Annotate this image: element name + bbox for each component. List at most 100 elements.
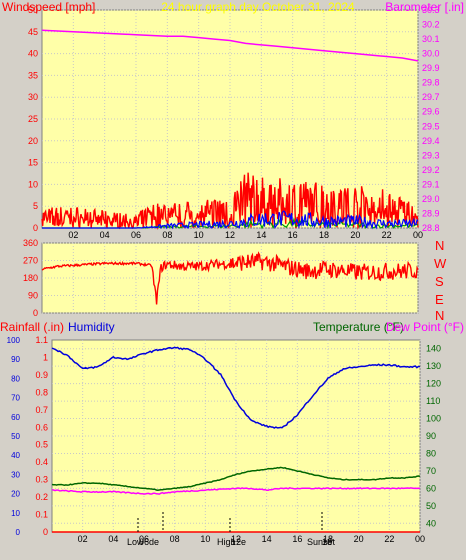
temperature-tick-label: 100 bbox=[426, 414, 441, 424]
compass-labels: N W S E N bbox=[434, 238, 447, 323]
humidity-x-tick-label: 14 bbox=[262, 534, 272, 544]
rainfall-tick-label: 0.2 bbox=[35, 492, 48, 502]
windspeed-tick-label: 20 bbox=[28, 136, 38, 146]
humidity-x-tick-label: 12 bbox=[231, 534, 241, 544]
barometer-tick-label: 29.2 bbox=[422, 165, 440, 175]
temperature-tick-label: 60 bbox=[426, 483, 436, 493]
temperature-tick-label: 140 bbox=[426, 344, 441, 354]
barometer-tick-label: 29.5 bbox=[422, 121, 440, 131]
humidity-plot-series bbox=[51, 346, 421, 533]
temperature-tick-label: 50 bbox=[426, 501, 436, 511]
rainfall-tick-label: 1.1 bbox=[35, 335, 48, 345]
humidity-x-tick-label: 10 bbox=[200, 534, 210, 544]
direction-tick-label: 0 bbox=[33, 308, 38, 318]
temperature-axis-label: Temperature (°F) bbox=[313, 320, 404, 334]
wind-x-tick-label: 12 bbox=[225, 230, 235, 240]
barometer-tick-label: 29.6 bbox=[422, 107, 440, 117]
wind-x-tick-label: 20 bbox=[350, 230, 360, 240]
humidity-tick-label: 70 bbox=[11, 394, 20, 403]
rainfall-tick-label: 0.6 bbox=[35, 422, 48, 432]
windspeed-tick-label: 25 bbox=[28, 114, 38, 124]
temperature-tick-label: 40 bbox=[426, 518, 436, 528]
temperature-tick-label: 80 bbox=[426, 448, 436, 458]
barometer-line bbox=[41, 29, 419, 62]
low-label: Low bbox=[127, 537, 144, 547]
rainfall-tick-label: 0.5 bbox=[35, 440, 48, 450]
barometer-tick-label: 29.3 bbox=[422, 150, 440, 160]
compass-s: S bbox=[435, 274, 444, 289]
humidity-x-tick-label: 20 bbox=[354, 534, 364, 544]
barometer-tick-label: 29.7 bbox=[422, 92, 440, 102]
wind-x-tick-label: 18 bbox=[319, 230, 329, 240]
dewpoint-axis-label: Dew Point (°F) bbox=[386, 320, 464, 334]
compass-e: E bbox=[435, 292, 444, 307]
rainfall-tick-label: 0.1 bbox=[35, 510, 48, 520]
barometer-axis-label: Barometer [.in] bbox=[385, 0, 464, 14]
direction-tick-label: 270 bbox=[23, 256, 38, 266]
wind-x-tick-label: 02 bbox=[68, 230, 78, 240]
temperature-tick-label: 120 bbox=[426, 379, 441, 389]
barometer-tick-label: 29.8 bbox=[422, 78, 440, 88]
compass-w: W bbox=[434, 256, 447, 271]
barometer-tick-label: 30.0 bbox=[422, 49, 440, 59]
graph-title: 24 hour graph day October 31, 2024 bbox=[161, 0, 355, 14]
temperature-tick-label: 70 bbox=[426, 466, 436, 476]
wind-x-tick-label: 22 bbox=[382, 230, 392, 240]
barometer-tick-label: 28.9 bbox=[422, 208, 440, 218]
temperature-tick-label: 90 bbox=[426, 431, 436, 441]
barometer-tick-label: 30.2 bbox=[422, 20, 440, 30]
rainfall-tick-label: 0.9 bbox=[35, 370, 48, 380]
wind-x-tick-label: 08 bbox=[162, 230, 172, 240]
wind-x-tick-label: 06 bbox=[131, 230, 141, 240]
humidity-tick-label: 50 bbox=[11, 432, 20, 441]
direction-plot-axes: 0 90 180 270 360 bbox=[23, 238, 38, 318]
rise-label: 06de bbox=[139, 537, 159, 547]
wind-x-tick-label: 00 bbox=[413, 230, 423, 240]
humidity-tick-label: 10 bbox=[11, 509, 20, 518]
humidity-x-tick-label: 22 bbox=[384, 534, 394, 544]
direction-tick-label: 90 bbox=[28, 291, 38, 301]
windspeed-tick-label: 10 bbox=[28, 179, 38, 189]
humidity-tick-label: 90 bbox=[11, 355, 20, 364]
windspeed-tick-label: 5 bbox=[33, 201, 38, 211]
humidity-tick-label: 0 bbox=[16, 528, 21, 537]
sunset-label: Sunset bbox=[307, 537, 336, 547]
humidity-x-tick-label: 00 bbox=[415, 534, 425, 544]
wind-x-tick-label: 04 bbox=[100, 230, 110, 240]
windspeed-tick-label: 50 bbox=[28, 5, 38, 15]
compass-n-bottom: N bbox=[435, 308, 444, 323]
humidity-axis-label: Humidity bbox=[68, 320, 115, 334]
direction-tick-label: 360 bbox=[23, 238, 38, 248]
windspeed-tick-label: 45 bbox=[28, 27, 38, 37]
windspeed-tick-label: 0 bbox=[33, 223, 38, 233]
direction-plot-series bbox=[41, 251, 419, 305]
windspeed-line bbox=[41, 172, 419, 231]
wind-plot-axes: 0 5 10 15 20 25 30 35 40 45 50 02 04 06 08 10 12 14 16 18 20… bbox=[28, 5, 440, 240]
sun-events: Low 06de High 12e Sunset 18 bbox=[127, 512, 336, 547]
temperature-tick-label: 110 bbox=[426, 396, 440, 406]
barometer-tick-label: 28.8 bbox=[422, 223, 440, 233]
noon-label: 12e bbox=[231, 537, 246, 547]
rainfall-tick-label: 0.8 bbox=[35, 387, 48, 397]
rainfall-axis-label: Rainfall (.in) bbox=[0, 320, 64, 334]
barometer-tick-label: 29.4 bbox=[422, 136, 440, 146]
wind-x-tick-label: 14 bbox=[256, 230, 266, 240]
rainfall-tick-label: 0.3 bbox=[35, 475, 48, 485]
wind-plot-grid bbox=[42, 9, 419, 229]
rainfall-tick-label: 0.7 bbox=[35, 405, 48, 415]
humidity-x-tick-label: 16 bbox=[292, 534, 302, 544]
humidity-x-tick-label: 02 bbox=[78, 534, 88, 544]
windspeed-tick-label: 30 bbox=[28, 92, 38, 102]
humidity-x-tick-label: 08 bbox=[170, 534, 180, 544]
rainfall-tick-label: 0.4 bbox=[35, 457, 48, 467]
humidity-tick-label: 100 bbox=[7, 336, 21, 345]
humidity-tick-label: 20 bbox=[11, 490, 20, 499]
barometer-tick-label: 29.9 bbox=[422, 63, 440, 73]
windspeed-tick-label: 40 bbox=[28, 49, 38, 59]
humidity-x-tick-label: 18 bbox=[323, 534, 333, 544]
humidity-x-tick-label: 06 bbox=[139, 534, 149, 544]
humidity-tick-label: 40 bbox=[11, 451, 20, 460]
barometer-tick-label: 29.0 bbox=[422, 194, 440, 204]
